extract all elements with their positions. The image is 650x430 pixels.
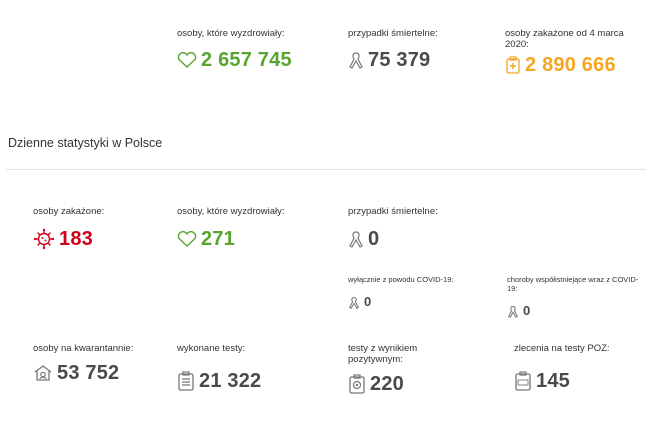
- daily-stats-title: Dzienne statystyki w Polsce: [8, 136, 163, 150]
- deaths-covid-only-value-row: 0: [348, 294, 488, 310]
- daily-infected-value: 183: [59, 228, 93, 250]
- total-recovered-value: 2 657 745: [201, 49, 292, 71]
- quarantine-label: osoby na kwarantannie:: [33, 343, 134, 354]
- daily-infected-value-row: 183: [33, 227, 163, 251]
- total-deaths-stat: przypadki śmiertelne: 75 379: [348, 28, 488, 72]
- positive-tests-label: testy z wynikiem pozytywnym:: [348, 343, 418, 365]
- ribbon-icon: [507, 305, 519, 318]
- daily-deaths-stat: przypadki śmiertelne: 0: [348, 206, 498, 251]
- virus-icon: [33, 228, 55, 250]
- daily-deaths-value: 0: [368, 228, 380, 250]
- deaths-comorbid-value-row: 0: [507, 303, 645, 319]
- tests-stat: wykonane testy: 21 322: [177, 343, 317, 393]
- total-deaths-value-row: 75 379: [348, 48, 488, 72]
- tests-value-row: 21 322: [177, 369, 317, 393]
- daily-infected-label: osoby zakażone:: [33, 206, 105, 217]
- section-divider: [6, 169, 646, 170]
- deaths-covid-only-value: 0: [364, 294, 372, 309]
- deaths-covid-only-stat: wyłącznie z powodu COVID-19: 0: [348, 275, 488, 310]
- daily-recovered-label: osoby, które wyzdrowiały:: [177, 206, 285, 217]
- test-clipboard-icon: [348, 374, 366, 394]
- total-recovered-stat: osoby, które wyzdrowiały: 2 657 745: [177, 28, 327, 72]
- deaths-comorbid-label: choroby współistniejące wraz z COVID-19:: [507, 275, 639, 293]
- quarantine-value: 53 752: [57, 362, 120, 384]
- heart-icon: [177, 230, 197, 247]
- daily-infected-stat: osoby zakażone: 183: [33, 206, 163, 251]
- poz-orders-stat: zlecenia na testy POZ: 145: [514, 343, 644, 393]
- tests-label: wykonane testy:: [177, 343, 246, 354]
- positive-tests-value: 220: [370, 373, 404, 395]
- daily-recovered-stat: osoby, które wyzdrowiały: 271: [177, 206, 327, 251]
- deaths-covid-only-label: wyłącznie z powodu COVID-19:: [348, 275, 454, 284]
- heart-icon: [177, 51, 197, 68]
- deaths-comorbid-stat: choroby współistniejące wraz z COVID-19:…: [507, 275, 645, 319]
- total-deaths-value: 75 379: [368, 49, 431, 71]
- daily-deaths-value-row: 0: [348, 227, 498, 251]
- total-infected-label: osoby zakażone od 4 marca 2020:: [505, 28, 624, 50]
- daily-deaths-label: przypadki śmiertelne:: [348, 206, 438, 217]
- positive-tests-stat: testy z wynikiem pozytywnym: 220: [348, 343, 468, 396]
- clipboard-icon: [177, 371, 195, 391]
- quarantine-stat: osoby na kwarantannie: 53 752: [33, 343, 143, 385]
- total-infected-value-row: 2 890 666: [505, 53, 645, 77]
- medical-clipboard-icon: [505, 56, 521, 74]
- total-recovered-label: osoby, które wyzdrowiały:: [177, 28, 285, 39]
- total-deaths-label: przypadki śmiertelne:: [348, 28, 438, 39]
- total-recovered-value-row: 2 657 745: [177, 48, 327, 72]
- daily-recovered-value: 271: [201, 228, 235, 250]
- poz-orders-value: 145: [536, 370, 570, 392]
- total-infected-stat: osoby zakażone od 4 marca 2020: 2 890 66…: [505, 28, 645, 77]
- house-icon: [33, 364, 53, 382]
- ribbon-icon: [348, 296, 360, 309]
- poz-clipboard-icon: [514, 371, 532, 391]
- daily-recovered-value-row: 271: [177, 227, 327, 251]
- deaths-comorbid-value: 0: [523, 303, 531, 318]
- ribbon-icon: [348, 230, 364, 248]
- positive-tests-value-row: 220: [348, 372, 468, 396]
- total-infected-value: 2 890 666: [525, 54, 616, 76]
- poz-orders-value-row: 145: [514, 369, 644, 393]
- tests-value: 21 322: [199, 370, 262, 392]
- ribbon-icon: [348, 51, 364, 69]
- poz-orders-label: zlecenia na testy POZ:: [514, 343, 610, 354]
- quarantine-value-row: 53 752: [33, 361, 143, 385]
